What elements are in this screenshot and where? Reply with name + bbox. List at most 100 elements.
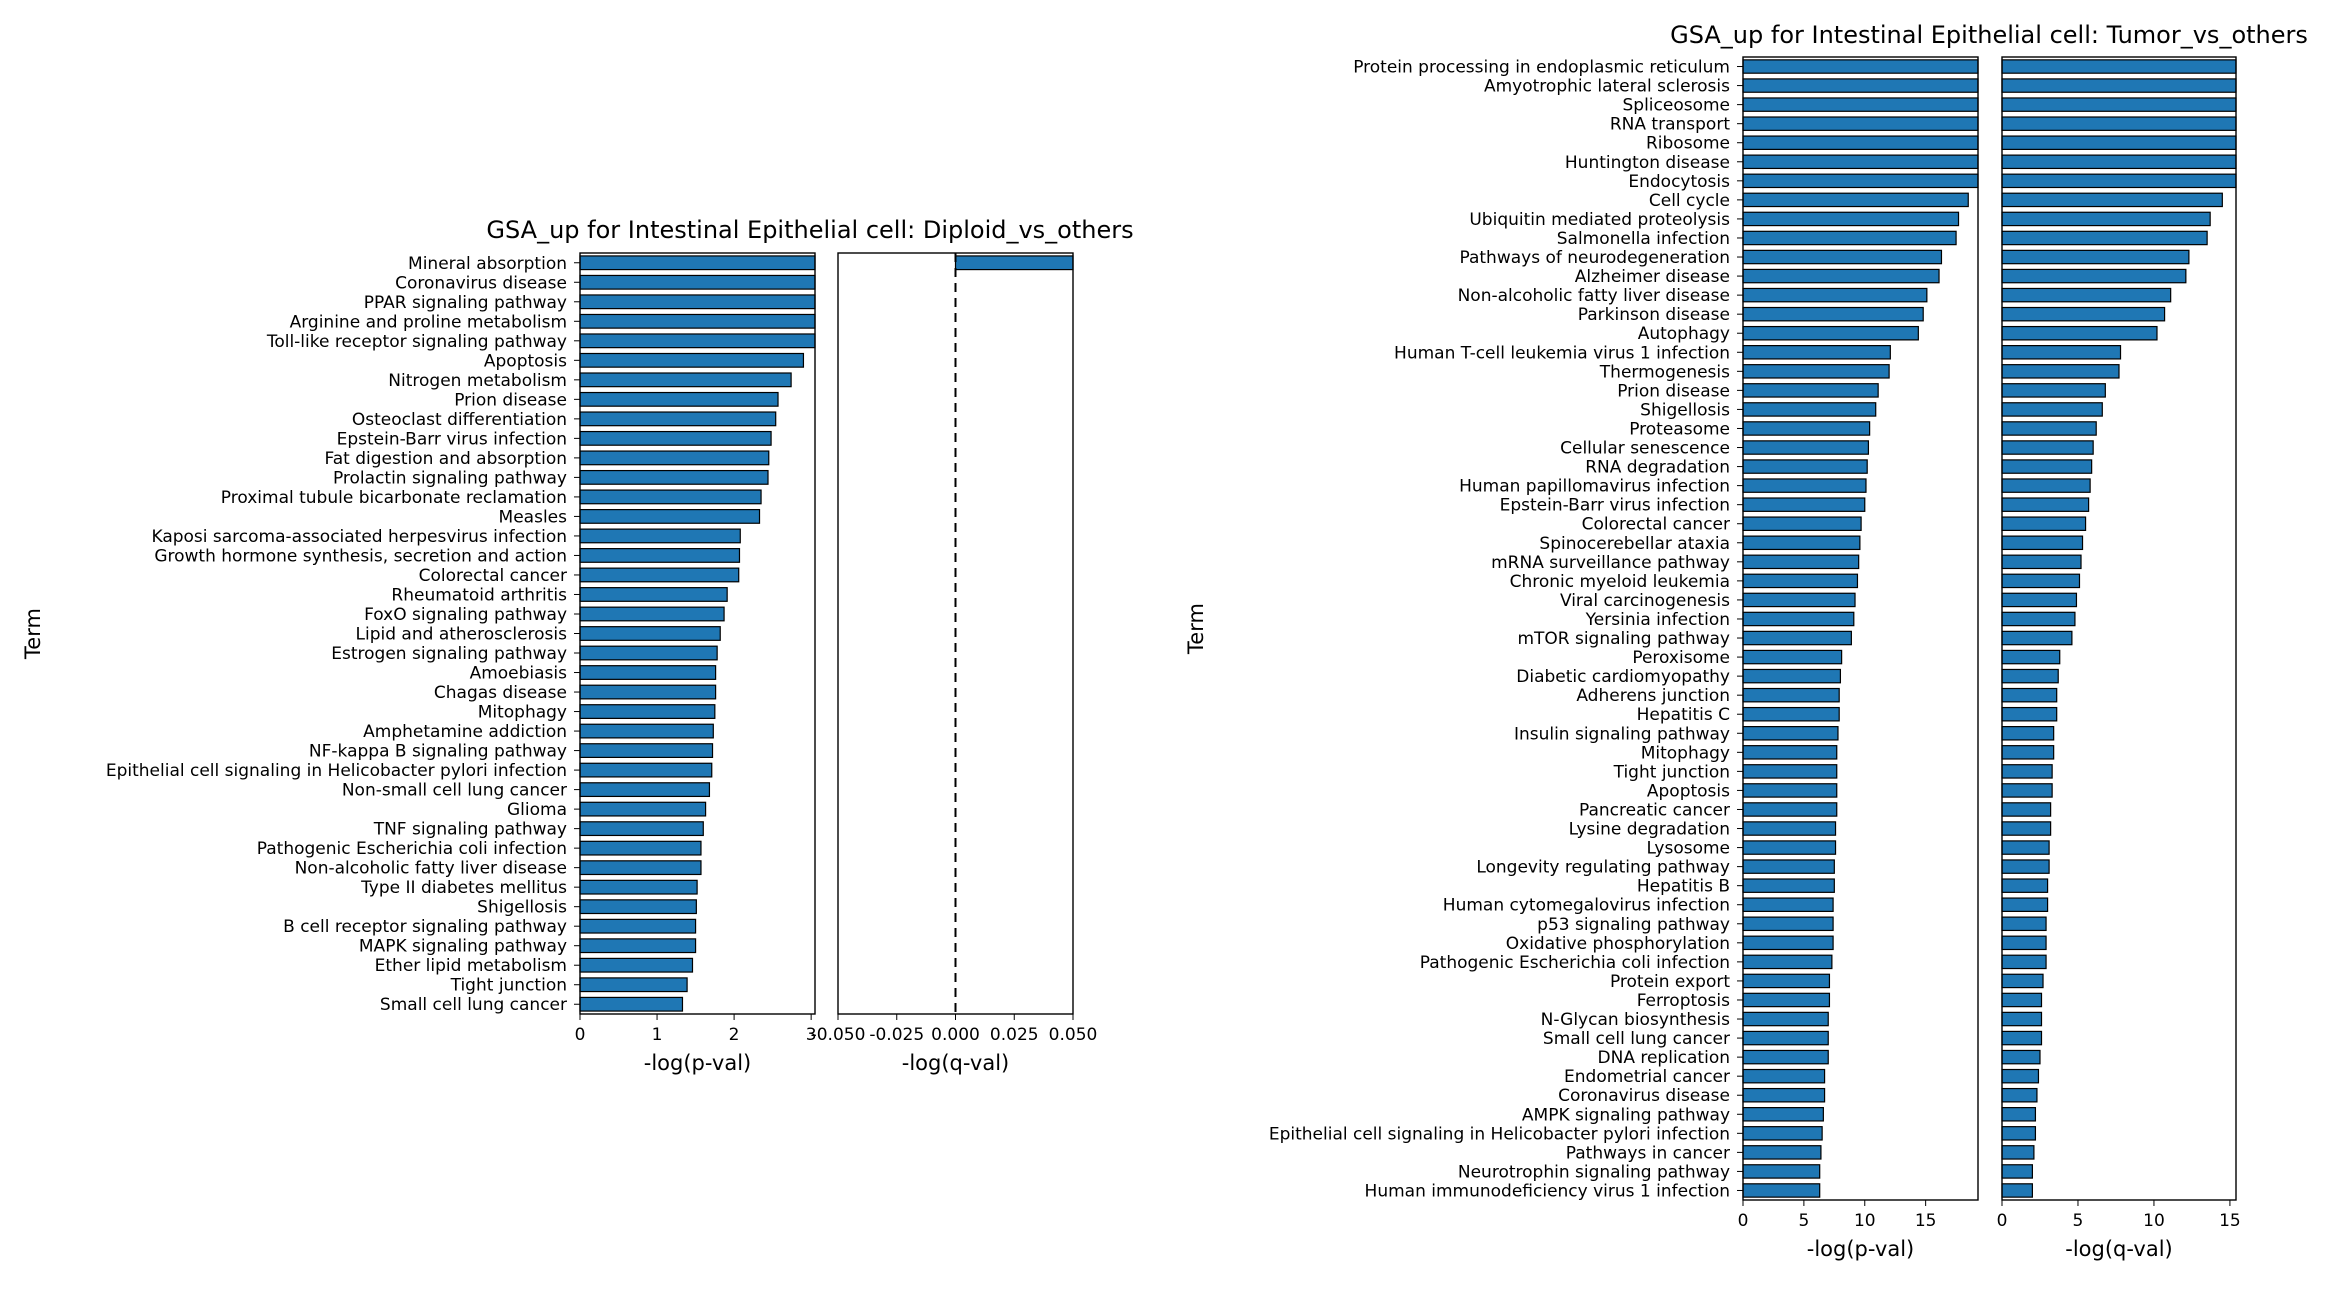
bar: [579, 391, 779, 407]
term-label: Small cell lung cancer: [1543, 1029, 1730, 1049]
chart-title: GSA_up for Intestinal Epithelial cell: T…: [1670, 21, 2308, 49]
x-tick-label: 15: [1915, 1211, 1937, 1231]
bar: [579, 567, 740, 583]
term-label: Cell cycle: [1649, 191, 1730, 211]
term-label: Toll-like receptor signaling pathway: [266, 332, 567, 352]
bar: [2001, 1145, 2035, 1160]
bar: [579, 313, 816, 329]
term-label: Epstein-Barr virus infection: [1500, 496, 1730, 516]
bar: [1742, 230, 1957, 246]
bar: [579, 528, 741, 544]
bar: [2001, 1164, 2033, 1179]
term-label: Epstein-Barr virus infection: [337, 429, 567, 449]
term-label: Protein processing in endoplasmic reticu…: [1353, 58, 1730, 78]
term-label: Epithelial cell signaling in Helicobacte…: [1269, 1124, 1730, 1144]
bar: [2001, 630, 2073, 646]
bar: [2001, 745, 2055, 760]
bar: [1742, 459, 1868, 474]
bar: [2001, 764, 2053, 779]
term-label: Pathways in cancer: [1566, 1143, 1730, 1163]
bar: [1742, 135, 1979, 150]
bar: [2001, 1049, 2041, 1065]
bar: [2001, 59, 2237, 74]
bar: [1742, 802, 1838, 817]
bar: [2001, 1126, 2037, 1141]
term-label: Endometrial cancer: [1564, 1067, 1730, 1087]
bar: [1742, 116, 1979, 131]
bar: [2001, 306, 2166, 322]
bar: [579, 587, 728, 602]
bar: [1742, 554, 1860, 570]
bar: [2001, 1107, 2037, 1122]
x-tick-label: -0.050: [811, 1025, 866, 1045]
bar: [2001, 592, 2078, 608]
bar: [1742, 402, 1877, 417]
x-tick-label: 0: [1738, 1211, 1749, 1231]
bar: [579, 469, 769, 485]
bar: [579, 626, 721, 641]
term-label: Pathogenic Escherichia coli infection: [1420, 953, 1730, 973]
bar: [2001, 154, 2237, 170]
term-label: Prolactin signaling pathway: [333, 468, 567, 488]
bar: [579, 704, 716, 719]
term-label: Glioma: [507, 800, 567, 820]
x-tick-label: 5: [2073, 1211, 2084, 1231]
term-label: Human immunodeficiency virus 1 infection: [1365, 1181, 1730, 1201]
bar: [1742, 1087, 1826, 1103]
term-label: Non-alcoholic fatty liver disease: [295, 859, 567, 879]
bar: [1742, 726, 1839, 741]
term-label: mRNA surveillance pathway: [1491, 553, 1730, 573]
bar: [2001, 668, 2059, 684]
bar: [579, 489, 762, 505]
x-tick-label: 0.025: [990, 1025, 1039, 1045]
bar: [579, 548, 741, 563]
bar: [1742, 325, 1919, 341]
bar: [2001, 611, 2076, 627]
bar: [1742, 97, 1979, 112]
term-label: TNF signaling pathway: [373, 820, 567, 840]
bar: [1742, 1183, 1821, 1198]
term-label: Pancreatic cancer: [1579, 800, 1730, 820]
bar: [1742, 535, 1861, 551]
bar: [579, 430, 772, 446]
term-label: Longevity regulating pathway: [1476, 858, 1730, 878]
term-label: Human cytomegalovirus infection: [1443, 896, 1730, 916]
term-label: Insulin signaling pathway: [1514, 724, 1730, 744]
bar: [2001, 78, 2237, 93]
bar: [1742, 573, 1859, 589]
term-label: Kaposi sarcoma-associated herpesvirus in…: [151, 527, 567, 547]
term-label: Endocytosis: [1628, 172, 1730, 192]
term-label: Epithelial cell signaling in Helicobacte…: [106, 761, 567, 781]
bar: [1742, 897, 1834, 912]
bar: [1742, 345, 1891, 360]
bar: [2001, 554, 2082, 570]
term-label: Prion disease: [1617, 381, 1730, 401]
term-label: Small cell lung cancer: [380, 995, 567, 1015]
bar: [579, 372, 792, 388]
bar: [579, 782, 711, 798]
bar: [1742, 840, 1837, 855]
term-label: Non-small cell lung cancer: [342, 781, 567, 801]
bar: [1742, 1011, 1829, 1027]
term-label: Colorectal cancer: [419, 566, 567, 586]
bar: [2001, 268, 2187, 284]
bar: [579, 977, 688, 993]
term-label: Estrogen signaling pathway: [331, 644, 567, 664]
bar: [2001, 973, 2044, 989]
bar: [2001, 802, 2052, 817]
bar: [1742, 706, 1840, 722]
bar: [579, 821, 704, 837]
bar: [579, 645, 718, 661]
bar: [2001, 116, 2237, 131]
bar: [2001, 687, 2058, 703]
bar: [2001, 1183, 2033, 1198]
x-axis-label: -log(p-val): [644, 1051, 751, 1075]
bar: [1742, 592, 1856, 608]
term-label: Proteasome: [1629, 419, 1730, 439]
term-label: Huntington disease: [1565, 153, 1730, 173]
bar: [2001, 935, 2047, 951]
bar: [1742, 192, 1969, 208]
term-label: Measles: [499, 507, 568, 527]
x-tick-label: 3: [806, 1025, 817, 1045]
bar: [2001, 173, 2237, 189]
